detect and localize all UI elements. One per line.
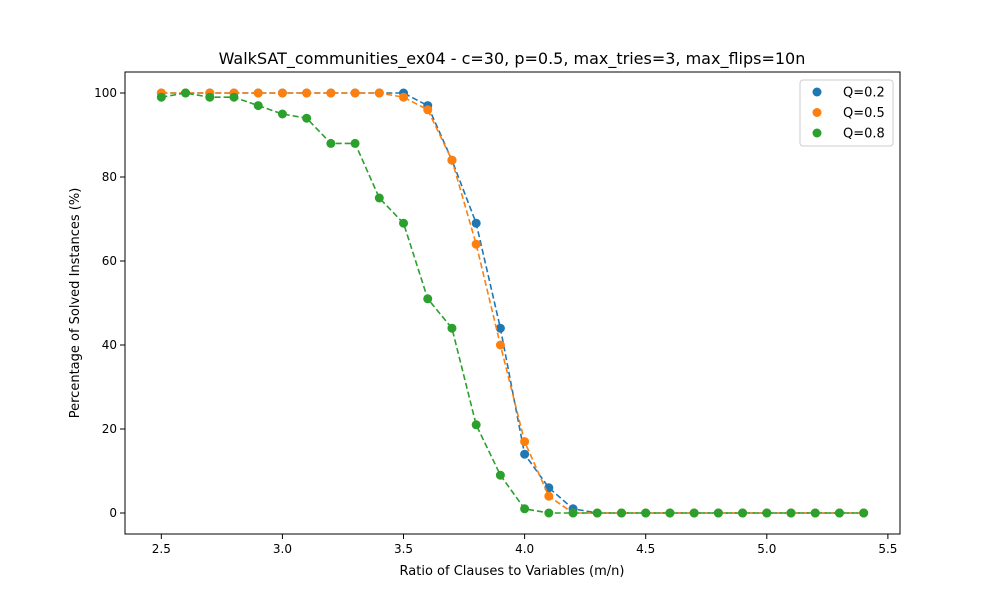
series-line (161, 92, 864, 514)
data-point (253, 88, 263, 98)
legend-item: Q=0.5 (812, 106, 885, 121)
data-point (495, 470, 505, 480)
data-point (544, 508, 554, 518)
y-tick-label: 60 (102, 254, 117, 268)
plot-area (156, 88, 869, 518)
data-point (592, 508, 602, 518)
data-point (302, 113, 312, 123)
x-tick-label: 5.0 (757, 542, 776, 556)
data-point (834, 508, 844, 518)
data-point (326, 138, 336, 148)
data-point (810, 508, 820, 518)
data-point (859, 508, 869, 518)
data-point (665, 508, 675, 518)
y-axis: 0 20 40 60 80 100 (94, 86, 125, 520)
data-point (713, 508, 723, 518)
data-point (762, 508, 772, 518)
x-tick-label: 4.0 (515, 542, 534, 556)
series-Q=0.2 (156, 88, 869, 518)
legend-marker (812, 108, 822, 117)
data-point (495, 323, 505, 333)
data-point (447, 323, 457, 333)
y-tick-label: 40 (102, 338, 117, 352)
x-axis-label: Ratio of Clauses to Variables (m/n) (400, 564, 625, 579)
legend-box (799, 79, 894, 147)
data-point (447, 155, 457, 165)
series-line (161, 92, 864, 514)
data-point (277, 109, 287, 119)
legend-marker (812, 128, 822, 138)
series-Q=0.8 (156, 88, 869, 518)
x-tick-label: 3.5 (394, 542, 413, 556)
y-tick-label: 0 (109, 506, 117, 520)
data-point (520, 449, 530, 459)
legend-item: Q=0.2 (812, 86, 885, 101)
data-point (786, 508, 796, 518)
data-point (277, 88, 287, 98)
data-point (374, 193, 384, 203)
data-point (205, 92, 215, 102)
x-tick-label: 5.5 (878, 542, 897, 556)
y-tick-label: 100 (94, 86, 117, 100)
data-point (689, 508, 699, 518)
x-axis: 2.5 3.0 3.5 4.0 4.5 5.0 5.5 (152, 534, 897, 556)
y-tick-label: 80 (102, 170, 117, 184)
data-point (423, 294, 433, 304)
legend-marker (812, 87, 822, 97)
legend-item: Q=0.8 (812, 127, 885, 142)
x-tick-label: 4.5 (636, 542, 655, 556)
data-point (423, 105, 433, 115)
data-point (544, 491, 554, 501)
data-point (520, 504, 530, 514)
data-point (374, 88, 384, 98)
data-point (568, 508, 578, 518)
data-point (181, 88, 191, 98)
data-point (229, 92, 239, 102)
data-point (616, 508, 626, 518)
data-point (471, 239, 481, 249)
data-point (253, 101, 263, 111)
chart-title: WalkSAT_communities_ex04 - c=30, p=0.5, … (219, 49, 806, 69)
data-point (350, 138, 360, 148)
data-point (399, 92, 409, 102)
legend-label: Q=0.5 (843, 106, 885, 121)
data-point (326, 88, 336, 98)
plot-frame (124, 71, 901, 535)
legend: Q=0.2 Q=0.5 Q=0.8 (799, 79, 894, 147)
y-tick-label: 20 (102, 422, 117, 436)
data-point (738, 508, 748, 518)
series-line (161, 92, 864, 514)
data-point (520, 437, 530, 447)
data-point (495, 340, 505, 350)
data-point (471, 420, 481, 430)
data-point (302, 88, 312, 98)
x-tick-label: 3.0 (273, 542, 292, 556)
x-tick-label: 2.5 (152, 542, 171, 556)
data-point (471, 218, 481, 228)
y-axis-label: Percentage of Solved Instances (%) (68, 188, 83, 419)
data-point (350, 88, 360, 98)
legend-label: Q=0.8 (843, 127, 885, 142)
data-point (399, 218, 409, 228)
data-point (156, 92, 166, 102)
series-Q=0.5 (156, 88, 869, 518)
data-point (641, 508, 651, 518)
legend-label: Q=0.2 (843, 86, 885, 101)
